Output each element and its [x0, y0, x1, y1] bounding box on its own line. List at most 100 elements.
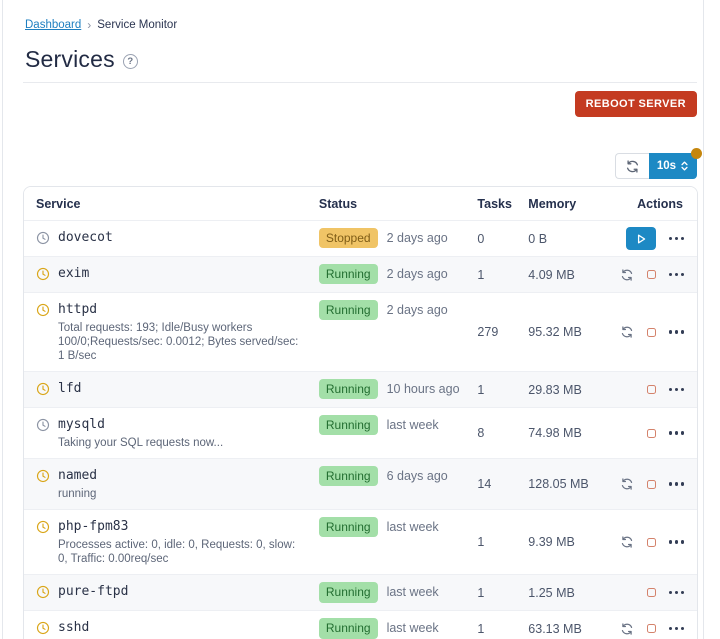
more-actions-button[interactable] — [668, 587, 684, 599]
stop-icon[interactable] — [646, 327, 656, 337]
status-cell: Running last week — [318, 610, 478, 639]
column-header-memory: Memory — [528, 187, 615, 220]
actions-cell — [614, 458, 697, 509]
service-name: mysqld — [58, 417, 105, 433]
actions-cell — [614, 574, 697, 610]
memory-cell: 9.39 MB — [528, 509, 615, 574]
stop-icon[interactable] — [646, 479, 656, 489]
restart-icon[interactable] — [620, 477, 634, 491]
actions-cell — [614, 610, 697, 639]
refresh-icon — [625, 159, 640, 174]
reboot-server-button[interactable]: REBOOT SERVER — [574, 91, 697, 117]
service-description: Processes active: 0, idle: 0, Requests: … — [58, 539, 296, 566]
play-icon — [635, 233, 647, 245]
clock-icon — [36, 303, 50, 317]
more-actions-button[interactable] — [668, 478, 684, 490]
refresh-interval-value: 10s — [656, 160, 676, 172]
status-badge: Running — [318, 264, 378, 285]
status-badge: Running — [318, 582, 378, 603]
clock-icon — [36, 469, 50, 483]
actions-cell — [614, 292, 697, 371]
actions-cell — [614, 220, 697, 256]
restart-icon[interactable] — [620, 325, 634, 339]
more-actions-button[interactable] — [668, 269, 684, 281]
status-timestamp: 2 days ago — [386, 303, 448, 318]
breadcrumb-link-dashboard[interactable]: Dashboard — [25, 19, 82, 31]
service-name: php-fpm83 — [58, 519, 129, 535]
actions-cell — [614, 509, 697, 574]
more-actions-button[interactable] — [668, 536, 684, 548]
breadcrumb-separator-icon: › — [87, 18, 92, 32]
column-header-tasks: Tasks — [477, 187, 529, 220]
service-cell: mysqld Taking your SQL requests now... — [24, 407, 319, 458]
status-badge: Running — [318, 379, 378, 400]
service-cell: exim — [24, 256, 319, 292]
more-actions-button[interactable] — [668, 623, 684, 635]
clock-icon — [36, 418, 50, 432]
status-cell: Stopped 2 days ago — [318, 220, 478, 256]
service-description: Taking your SQL requests now... — [58, 437, 224, 450]
help-icon[interactable]: ? — [122, 54, 138, 69]
stop-icon[interactable] — [646, 537, 656, 547]
refresh-control-group: 10s — [614, 148, 702, 179]
clock-icon — [36, 520, 50, 534]
stop-icon[interactable] — [646, 385, 656, 395]
column-header-actions: Actions — [614, 187, 697, 220]
service-row: named running Running 6 days ago 14 128.… — [24, 458, 697, 510]
service-row: httpd Total requests: 193; Idle/Busy wor… — [24, 292, 697, 371]
service-row: sshd Running last week 1 63.13 MB — [24, 610, 697, 639]
service-cell: sshd — [24, 610, 319, 639]
restart-icon[interactable] — [620, 535, 634, 549]
more-actions-button[interactable] — [668, 326, 684, 338]
tasks-cell: 1 — [477, 610, 529, 639]
status-badge: Running — [318, 517, 378, 538]
restart-icon[interactable] — [620, 268, 634, 282]
refresh-interval-select[interactable]: 10s — [648, 153, 697, 179]
tasks-cell: 14 — [477, 458, 529, 509]
service-description: Total requests: 193; Idle/Busy workers 1… — [58, 322, 299, 363]
stop-icon[interactable] — [646, 270, 656, 279]
service-monitor-page: Dashboard › Service Monitor Services ? R… — [2, 0, 704, 639]
actions-cell — [614, 371, 697, 407]
more-actions-button[interactable] — [668, 427, 684, 439]
chevron-updown-icon — [680, 159, 689, 173]
more-actions-button[interactable] — [668, 384, 684, 396]
stop-icon[interactable] — [646, 624, 656, 634]
status-badge: Running — [318, 466, 378, 487]
clock-icon — [36, 267, 50, 281]
actions-cell — [614, 256, 697, 292]
service-name: dovecot — [58, 230, 113, 245]
start-button[interactable] — [625, 227, 656, 250]
service-name: httpd — [58, 302, 98, 317]
memory-cell: 63.13 MB — [528, 610, 615, 639]
tasks-cell: 279 — [477, 292, 529, 371]
service-cell: dovecot — [24, 220, 319, 256]
status-timestamp: last week — [386, 520, 439, 535]
service-cell: named running — [24, 458, 319, 509]
status-cell: Running 6 days ago — [318, 458, 478, 509]
memory-cell: 1.25 MB — [528, 574, 615, 610]
service-cell: pure-ftpd — [24, 574, 319, 610]
status-badge: Running — [318, 618, 378, 639]
column-header-service: Service — [24, 187, 319, 220]
restart-icon[interactable] — [620, 622, 634, 636]
service-cell: httpd Total requests: 193; Idle/Busy wor… — [24, 292, 319, 371]
stop-icon[interactable] — [646, 428, 656, 438]
status-cell: Running 2 days ago — [318, 256, 478, 292]
service-row: pure-ftpd Running last week 1 1.25 MB — [24, 574, 697, 611]
status-cell: Running last week — [318, 574, 478, 610]
memory-cell: 29.83 MB — [528, 371, 615, 407]
service-description: running — [58, 488, 97, 501]
page-title: Services — [25, 46, 115, 72]
service-name: exim — [58, 266, 90, 281]
status-timestamp: 10 hours ago — [386, 382, 460, 397]
tasks-cell: 8 — [477, 407, 529, 458]
reboot-row: REBOOT SERVER — [23, 91, 697, 117]
refresh-button[interactable] — [614, 153, 649, 179]
service-row: mysqld Taking your SQL requests now... R… — [24, 407, 697, 458]
status-timestamp: 2 days ago — [386, 267, 448, 282]
stop-icon[interactable] — [646, 588, 656, 598]
service-cell: lfd — [24, 371, 319, 407]
status-timestamp: last week — [386, 418, 439, 433]
more-actions-button[interactable] — [668, 233, 684, 245]
